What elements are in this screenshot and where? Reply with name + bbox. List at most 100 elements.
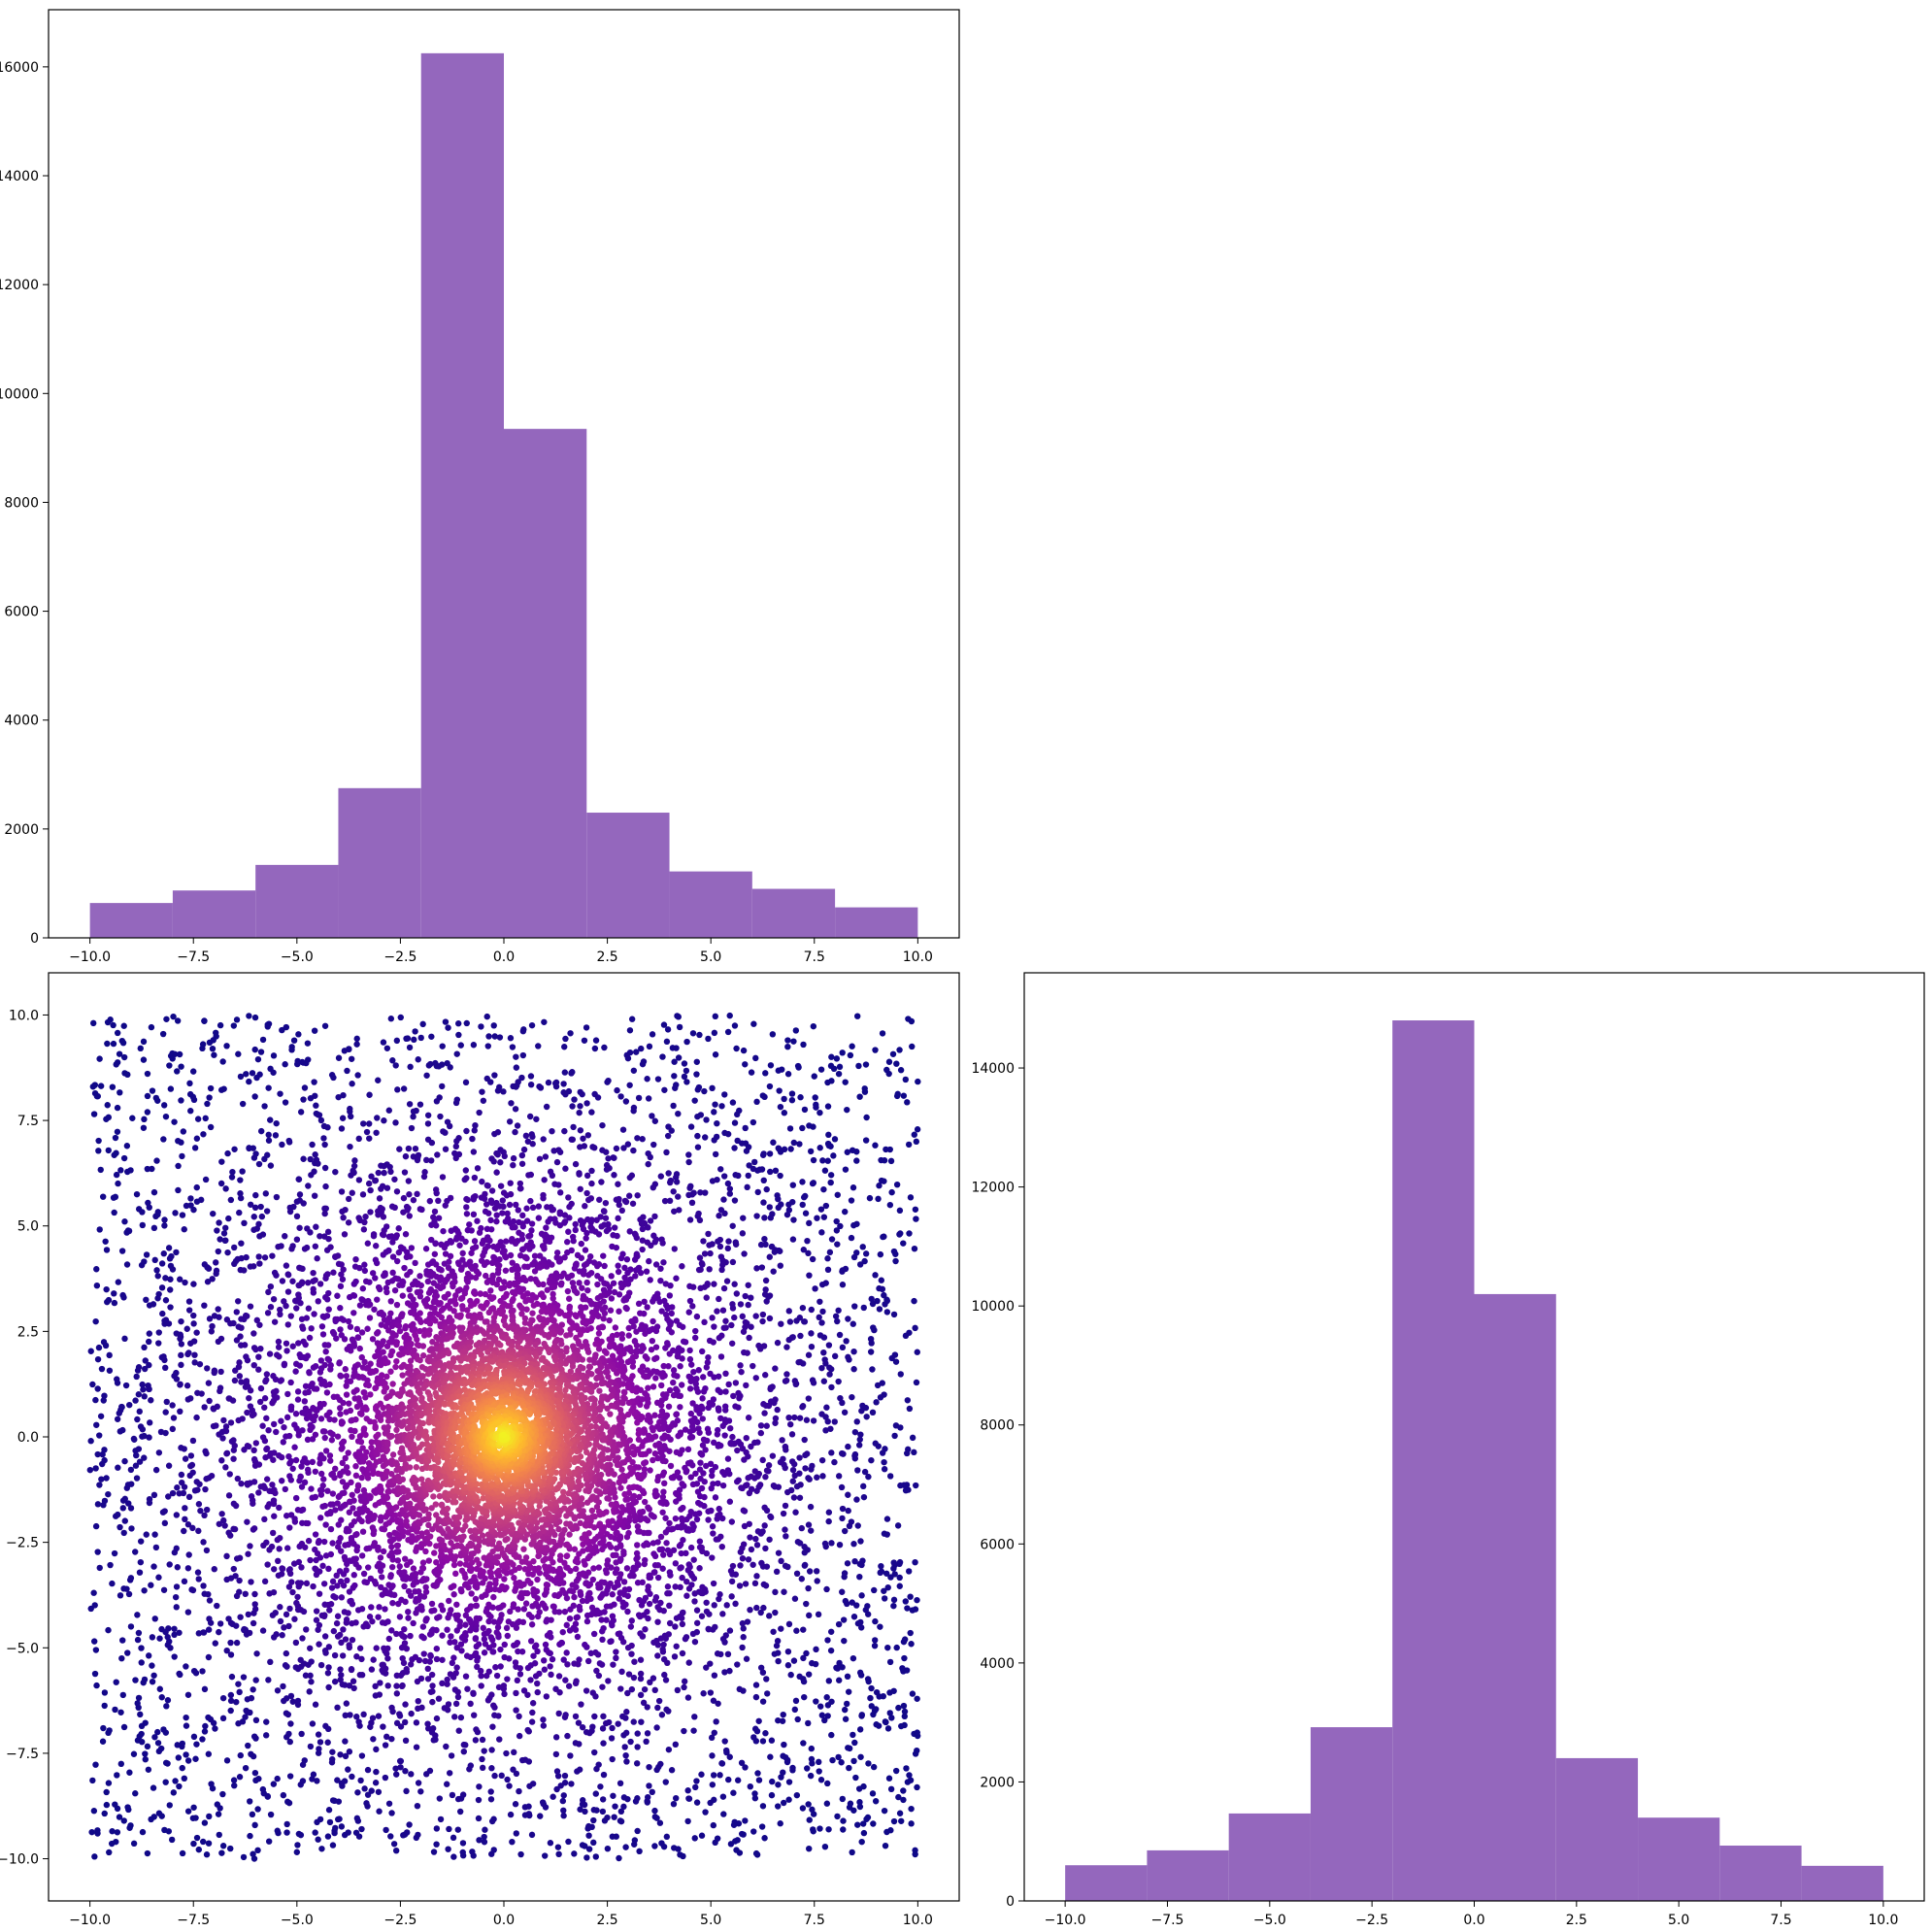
- scatter-point: [463, 1019, 470, 1027]
- scatter-point: [440, 1227, 447, 1235]
- scatter-point: [436, 1795, 444, 1802]
- scatter-point: [342, 1366, 349, 1373]
- scatter-point: [356, 1645, 364, 1651]
- scatter-point: [283, 1262, 290, 1269]
- scatter-point: [184, 1609, 192, 1616]
- scatter-point: [577, 1806, 583, 1813]
- scatter-point: [130, 1840, 138, 1848]
- scatter-point: [527, 1073, 535, 1080]
- scatter-point: [448, 1633, 454, 1640]
- scatter-point: [485, 1627, 492, 1635]
- scatter-point: [359, 1528, 367, 1535]
- scatter-point: [155, 1574, 162, 1581]
- scatter-point: [707, 1689, 715, 1696]
- scatter-point: [278, 1453, 285, 1461]
- scatter-point: [831, 1418, 838, 1425]
- scatter-point: [145, 1766, 152, 1773]
- scatter-point: [407, 1063, 414, 1071]
- scatter-point: [211, 1051, 217, 1058]
- scatter-point: [246, 1013, 252, 1019]
- scatter-point: [578, 1240, 584, 1248]
- histogram-bar: [504, 428, 587, 938]
- scatter-point: [772, 1588, 779, 1596]
- scatter-point: [120, 1817, 127, 1824]
- scatter-point: [155, 1329, 162, 1336]
- scatter-point: [845, 1443, 851, 1450]
- scatter-point: [215, 1811, 222, 1817]
- scatter-point: [351, 1582, 358, 1589]
- scatter-point: [399, 1682, 406, 1689]
- scatter-point: [93, 1421, 100, 1428]
- scatter-point: [810, 1417, 817, 1424]
- scatter-point: [396, 1711, 403, 1717]
- scatter-point: [419, 1020, 426, 1028]
- scatter-point: [644, 1730, 651, 1737]
- scatter-point: [317, 1470, 325, 1478]
- scatter-point: [708, 1484, 715, 1492]
- scatter-point: [96, 1226, 103, 1233]
- scatter-point: [769, 1778, 776, 1785]
- scatter-point: [179, 1764, 185, 1772]
- scatter-point: [395, 1249, 403, 1256]
- scatter-point: [191, 1359, 198, 1366]
- scatter-point: [263, 1208, 271, 1215]
- scatter-point: [486, 1237, 493, 1245]
- scatter-point: [419, 1623, 427, 1630]
- scatter-point: [381, 1162, 387, 1170]
- scatter-point: [877, 1569, 883, 1577]
- scatter-point: [542, 1641, 550, 1649]
- scatter-point: [370, 1656, 377, 1663]
- scatter-point: [662, 1677, 670, 1683]
- scatter-point: [685, 1561, 692, 1568]
- scatter-point: [358, 1752, 366, 1759]
- scatter-point: [587, 1649, 594, 1657]
- scatter-point: [201, 1302, 208, 1309]
- scatter-point: [590, 1816, 597, 1824]
- scatter-point: [566, 1203, 573, 1211]
- scatter-point: [650, 1317, 656, 1325]
- scatter-point: [281, 1361, 288, 1369]
- scatter-point: [760, 1401, 767, 1408]
- scatter-point: [584, 1657, 592, 1665]
- scatter-point: [644, 1704, 650, 1711]
- scatter-point: [856, 1799, 863, 1806]
- scatter-point: [713, 1536, 720, 1543]
- scatter-point: [909, 1607, 916, 1614]
- scatter-point: [508, 1100, 515, 1107]
- scatter-point: [656, 1298, 663, 1306]
- scatter-point: [206, 1397, 213, 1405]
- scatter-point: [824, 1255, 831, 1262]
- scatter-point: [321, 1022, 329, 1029]
- scatter-point: [760, 1177, 767, 1184]
- scatter-point: [583, 1189, 590, 1197]
- scatter-point: [418, 1704, 425, 1712]
- scatter-point: [595, 1231, 603, 1238]
- scatter-point: [572, 1160, 580, 1168]
- scatter-point: [299, 1265, 306, 1273]
- scatter-point: [368, 1173, 375, 1180]
- scatter-point: [618, 1283, 625, 1291]
- scatter-point: [604, 1814, 611, 1821]
- scatter-point: [509, 1223, 516, 1231]
- scatter-point: [282, 1061, 288, 1068]
- scatter-point: [822, 1202, 830, 1210]
- scatter-point: [908, 1641, 915, 1648]
- scatter-point: [570, 1602, 578, 1610]
- scatter-point: [472, 1635, 480, 1642]
- scatter-point: [693, 1071, 700, 1078]
- scatter-point: [228, 1174, 236, 1181]
- scatter-point: [121, 1218, 128, 1225]
- scatter-point: [263, 1718, 270, 1725]
- scatter-point: [599, 1683, 606, 1690]
- scatter-point: [175, 1754, 183, 1761]
- scatter-point: [301, 1084, 309, 1091]
- scatter-point: [615, 1268, 622, 1276]
- scatter-point: [700, 1388, 708, 1395]
- scatter-point: [194, 1116, 202, 1122]
- scatter-point: [353, 1653, 360, 1660]
- scatter-point: [757, 1429, 765, 1437]
- scatter-point: [876, 1183, 883, 1189]
- scatter-point: [368, 1787, 375, 1794]
- scatter-point: [844, 1560, 851, 1567]
- scatter-point: [771, 1249, 779, 1255]
